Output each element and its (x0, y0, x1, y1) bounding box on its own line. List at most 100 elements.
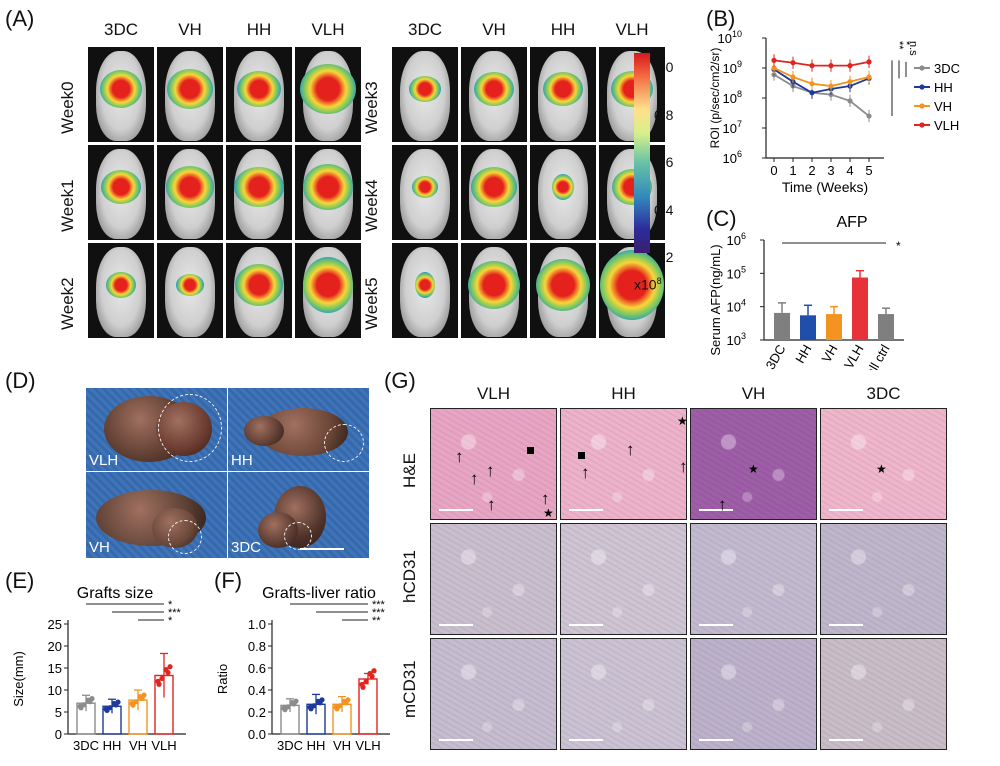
scale-bar (439, 739, 473, 741)
bar (878, 314, 894, 340)
panel-g-row-header: mCD31 (400, 660, 419, 718)
data-point (847, 63, 853, 69)
x-axis-label: Time (Weeks) (782, 179, 868, 195)
data-point (311, 703, 317, 709)
data-point (103, 706, 109, 712)
panel-g-column-header: VH (741, 384, 766, 403)
y-tick-exponent: 6 (737, 149, 742, 159)
y-tick-label: 106 (727, 231, 746, 248)
colorbar (634, 53, 650, 253)
data-point (809, 81, 815, 87)
signal-blob (101, 170, 141, 204)
colorbar-tick: 1.0 (654, 59, 674, 75)
x-tick-label: HH (307, 738, 326, 753)
signal-blob (237, 71, 281, 107)
signal-blob (167, 69, 213, 109)
mouse-image (88, 243, 154, 338)
signal-blob (543, 72, 583, 106)
signal-blob (600, 250, 664, 320)
x-tick-label: 3DC (763, 342, 789, 370)
histology-tile (430, 408, 557, 520)
histology-tile (820, 408, 947, 520)
colorbar-tick: 0.2 (654, 249, 674, 265)
y-tick-exponent: 10 (732, 29, 742, 39)
panel-a-row-header: Week5 (362, 277, 381, 330)
data-point (866, 74, 872, 80)
data-point (809, 90, 815, 96)
histology-tile (690, 638, 817, 750)
mouse-image (461, 243, 527, 338)
panel-a-column-header: 3DC (407, 20, 442, 39)
data-point (293, 698, 299, 704)
sig-label: * (896, 239, 901, 253)
x-tick-label: VH (333, 738, 351, 753)
liver-lobe (244, 416, 284, 446)
panel-g-column-header: 3DC (866, 384, 901, 403)
data-point (315, 698, 321, 704)
x-tick-label: VLH (151, 738, 176, 753)
signal-blob (471, 167, 517, 207)
signal-blob (300, 64, 356, 114)
mouse-image (157, 47, 223, 142)
chart-title: AFP (836, 214, 867, 231)
panel-a-column-header: VLH (615, 20, 649, 39)
photo-label: VLH (89, 452, 119, 469)
mouse-image (88, 145, 154, 240)
x-tick-label: VH (129, 738, 147, 753)
x-tick-label: 0 (770, 163, 777, 178)
photo-label: HH (231, 452, 253, 469)
panel-a-column-header: VLH (311, 20, 345, 39)
mouse-image (461, 47, 527, 142)
y-tick-exponent: 7 (737, 119, 742, 129)
panel-g-column-header: VLH (476, 384, 511, 403)
panel-a-column-header: HH (550, 20, 576, 39)
data-point (285, 704, 291, 710)
y-tick-exponent: 9 (737, 59, 742, 69)
data-point (866, 113, 872, 119)
panel-b-label: (B) (706, 6, 736, 31)
data-point (333, 704, 339, 710)
x-tick-label: 3 (827, 163, 834, 178)
signal-blob (100, 70, 142, 108)
arrow-marker: ↑ (679, 457, 688, 476)
data-point (847, 79, 853, 85)
x-tick-label: HH (103, 738, 122, 753)
panel-e-label: (E) (5, 568, 35, 593)
histology-tile (560, 638, 687, 750)
x-tick-label: VLH (841, 342, 867, 370)
bar (774, 312, 790, 340)
data-point (107, 705, 113, 711)
panel-a-label: (A) (5, 6, 35, 31)
y-axis-label: Ratio (215, 664, 230, 694)
sig-label: * (900, 41, 912, 46)
mouse-image (295, 243, 361, 338)
legend-label: VH (934, 99, 952, 114)
y-tick-label: 108 (723, 89, 742, 106)
scale-bar (829, 509, 863, 511)
signal-blob (176, 274, 204, 296)
photo-label: 3DC (231, 539, 262, 556)
sig-label: * (168, 599, 173, 611)
y-tick-label: 0.2 (248, 705, 266, 720)
histology-tile (690, 408, 817, 520)
y-tick-label: 105 (727, 264, 746, 281)
arrow-marker: ↑ (626, 440, 635, 459)
square-marker (578, 452, 585, 459)
y-axis-label: Serum AFP(ng/mL) (708, 244, 723, 355)
signal-blob (468, 261, 520, 309)
y-tick-exponent: 8 (737, 89, 742, 99)
square-marker (527, 447, 534, 454)
tissue-photo: VH (86, 472, 227, 558)
y-tick-label: 107 (723, 119, 742, 136)
scale-bar (699, 739, 733, 741)
mouse-image (530, 243, 596, 338)
scale-bar (829, 739, 863, 741)
signal-blob (409, 76, 441, 102)
data-point (790, 60, 796, 66)
y-tick-label: 15 (48, 661, 62, 676)
data-point (163, 667, 169, 673)
data-point (359, 681, 365, 688)
arrow-marker: ↑ (486, 461, 495, 480)
sig-label: n.s (907, 41, 919, 56)
